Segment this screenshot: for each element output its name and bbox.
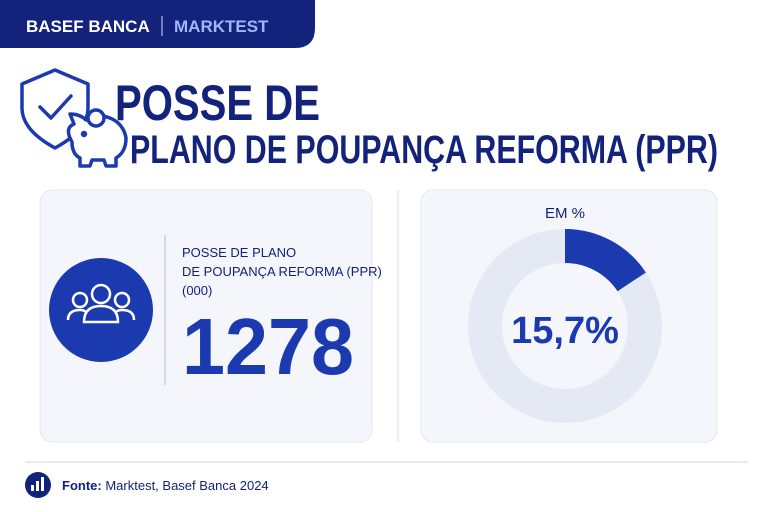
title-line2: PLANO DE POUPANÇA REFORMA (PPR) [130, 128, 718, 172]
stat-label: (000) [182, 283, 212, 298]
stat-value: 1278 [182, 302, 354, 391]
footer-label: Fonte: [62, 478, 102, 493]
donut-segment [564, 229, 646, 292]
footer-icon-bars [31, 477, 44, 491]
header-tab [0, 0, 315, 48]
brand: BASEF BANCA [26, 17, 150, 36]
title-line1: POSSE DE [115, 75, 320, 131]
footer-text: Marktest, Basef Banca 2024 [105, 478, 268, 493]
stat-label: POSSE DE PLANO [182, 245, 296, 260]
partner: MARKTEST [174, 17, 269, 36]
stat-card [39, 189, 373, 443]
chart-title: EM % [545, 205, 585, 222]
footer: Fonte: Marktest, Basef Banca 2024 [62, 478, 269, 493]
value-label: 15,7% [511, 310, 619, 352]
people-icon [66, 283, 136, 324]
donut [468, 229, 662, 423]
piggy-icon [66, 108, 128, 168]
people-icon-bg [49, 258, 153, 362]
stat-label: DE POUPANÇA REFORMA (PPR) [182, 264, 382, 279]
